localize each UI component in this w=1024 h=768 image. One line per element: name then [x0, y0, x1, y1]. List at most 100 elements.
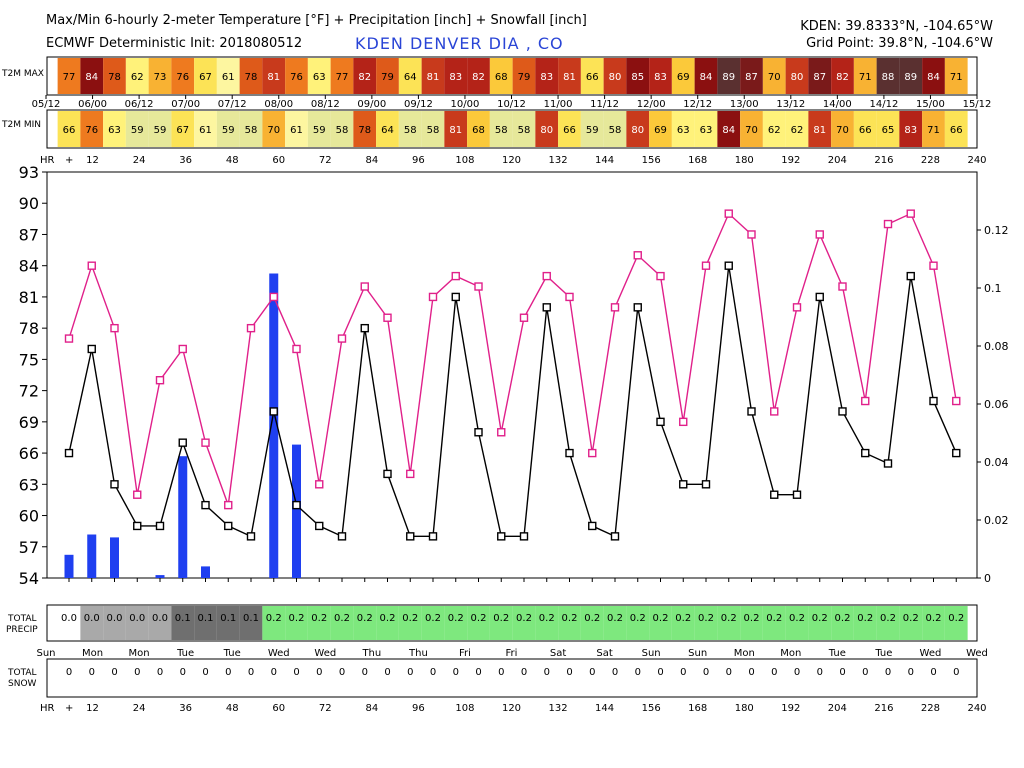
max-row-cell	[467, 58, 490, 94]
min-temp-point	[724, 261, 733, 270]
min-row-cell-value: 70	[745, 125, 758, 136]
grid-point: Grid Point: 39.8°N, -104.6°W	[806, 36, 993, 51]
total-precip-cell	[808, 606, 832, 640]
date-label: 11/00	[544, 99, 573, 110]
total-snow-value: 0	[248, 667, 254, 678]
date-label: 12/12	[683, 99, 712, 110]
date-label: 13/12	[776, 99, 805, 110]
max-row-cell-value: 84	[927, 72, 940, 83]
max-temp-point	[770, 407, 779, 416]
max-temp-point	[633, 251, 642, 260]
max-row-cell-value: 87	[745, 72, 758, 83]
max-row-cell	[376, 58, 399, 94]
max-row-cell	[307, 58, 331, 94]
date-label: 10/12	[497, 99, 526, 110]
total-precip-value: 0.2	[653, 613, 669, 624]
total-snow-value: 0	[771, 667, 777, 678]
day-label: Wed	[314, 648, 336, 659]
hr-plus-top: +	[65, 155, 73, 166]
max-row-cell	[671, 58, 695, 94]
total-precip-value: 0.2	[698, 613, 714, 624]
max-row-cell-value: 71	[950, 72, 963, 83]
y2-tick-label: 0.02	[984, 514, 1009, 527]
hour-label-bottom: 144	[595, 703, 614, 714]
max-temp-point	[428, 292, 438, 302]
total-snow-value: 0	[316, 667, 322, 678]
min-temp-point	[224, 521, 233, 531]
date-label: 09/12	[404, 99, 433, 110]
max-temp-point	[838, 282, 847, 291]
min-temp-point	[792, 490, 802, 499]
min-temp-point	[155, 521, 165, 531]
max-row-cell-value: 82	[358, 72, 371, 83]
min-row-cell-value: 59	[154, 125, 167, 136]
total-precip-cell	[444, 606, 468, 640]
max-row-cell	[216, 58, 240, 94]
min-row-cell	[171, 111, 195, 147]
min-row-cell-value: 59	[586, 125, 599, 136]
total-precip-cell	[649, 606, 672, 640]
min-row-cell-value: 59	[222, 125, 235, 136]
total-precip-value: 0.2	[516, 613, 532, 624]
max-row-cell	[444, 58, 468, 94]
max-temp-point	[679, 417, 688, 427]
total-precip-value: 0.2	[607, 613, 623, 624]
max-row-cell	[922, 58, 945, 94]
total-snow-value: 0	[407, 667, 413, 678]
max-row-cell	[785, 58, 809, 94]
total-precip-value: 0.2	[266, 613, 282, 624]
min-row-cell	[626, 111, 650, 147]
total-precip-value: 0.2	[948, 613, 964, 624]
total-precip-cell	[626, 606, 650, 640]
min-row-cell-value: 80	[631, 125, 644, 136]
min-row-cell-value: 83	[904, 125, 917, 136]
min-row-cell-value: 71	[927, 125, 940, 136]
total-snow-label-1: TOTAL	[7, 668, 37, 678]
hour-label-top: 60	[272, 155, 285, 166]
day-label: Sat	[596, 648, 612, 659]
min-temp-point	[747, 407, 756, 416]
min-row-cell	[330, 111, 354, 147]
min-temp-point	[565, 448, 574, 458]
min-row-cell	[694, 111, 718, 147]
date-label: 15/12	[963, 99, 992, 110]
max-row-cell	[762, 58, 786, 94]
y-tick-label: 57	[19, 538, 39, 557]
hour-label-top: 36	[179, 155, 192, 166]
day-label: Thu	[361, 648, 381, 659]
max-temp-point	[565, 292, 574, 302]
max-row-cell-value: 82	[836, 72, 849, 83]
max-temp-point	[110, 323, 119, 333]
total-precip-cell	[558, 606, 581, 640]
hr-label-top: HR	[40, 155, 55, 166]
total-precip-cell	[489, 606, 513, 640]
max-row-cell-value: 81	[563, 72, 576, 83]
model-init: ECMWF Deterministic Init: 2018080512	[46, 36, 303, 51]
y-tick-label: 72	[19, 382, 39, 401]
y-tick-label: 63	[19, 475, 39, 494]
min-temp-point	[610, 532, 620, 541]
total-snow-value: 0	[521, 667, 527, 678]
hour-label-top: 144	[595, 155, 614, 166]
date-label: 07/12	[218, 99, 247, 110]
total-precip-cell	[876, 606, 900, 640]
min-temp-point	[701, 480, 711, 489]
total-precip-cell	[421, 606, 445, 640]
total-precip-value: 0.2	[880, 613, 896, 624]
min-row-cell	[80, 111, 104, 147]
hour-label-bottom: 24	[133, 703, 146, 714]
y-tick-label: 78	[19, 319, 39, 338]
day-label: Sun	[36, 648, 55, 659]
min-row-cell	[239, 111, 263, 147]
max-row-cell	[80, 58, 104, 94]
max-row-cell-value: 77	[336, 72, 349, 83]
day-label: Tue	[223, 648, 241, 659]
min-temp-point	[588, 521, 597, 531]
max-temp-point	[747, 230, 756, 239]
max-temp-point	[656, 271, 665, 281]
max-row-cell	[489, 58, 513, 94]
max-row-cell	[421, 58, 445, 94]
total-snow-value: 0	[384, 667, 390, 678]
day-label: Wed	[920, 648, 942, 659]
min-row-cell-value: 68	[472, 125, 485, 136]
